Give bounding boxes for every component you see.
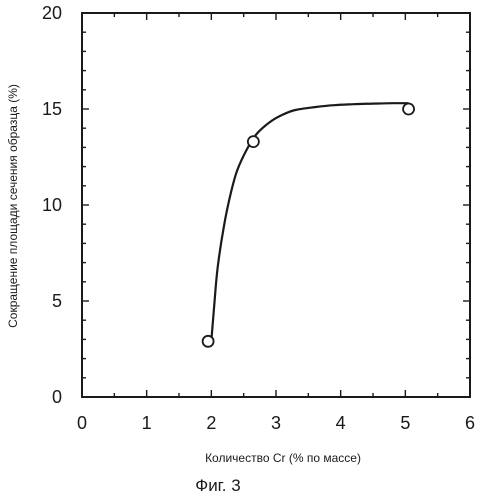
fit-curve: [210, 102, 409, 342]
x-tick-label: 5: [400, 413, 410, 433]
plot-frame: [81, 12, 471, 398]
x-axis-title: Количество Cr (% по массе): [205, 451, 361, 465]
figure-caption: Фиг. 3: [195, 476, 240, 495]
data-points: [201, 102, 415, 348]
y-axis: 0 5 10 15 20: [42, 3, 470, 407]
y-tick-label: 5: [52, 291, 62, 311]
x-tick-label: 3: [271, 413, 281, 433]
x-tick-label: 2: [206, 413, 216, 433]
x-axis: 0 1 2 3 4 5 6: [77, 13, 475, 433]
data-point: [201, 334, 215, 348]
y-tick-label: 10: [42, 195, 62, 215]
y-axis-title: Сокращение площади сечения образца (%): [6, 84, 20, 328]
plot-area: [81, 12, 471, 398]
x-tick-label: 4: [336, 413, 346, 433]
x-tick-label: 0: [77, 413, 87, 433]
y-tick-label: 20: [42, 3, 62, 23]
y-tick-label: 15: [42, 99, 62, 119]
x-tick-label: 6: [465, 413, 475, 433]
data-point: [246, 135, 260, 149]
data-point: [402, 102, 415, 116]
x-tick-label: 1: [142, 413, 152, 433]
y-tick-label: 0: [52, 387, 62, 407]
